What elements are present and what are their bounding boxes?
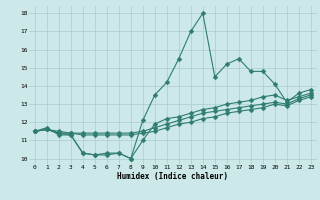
X-axis label: Humidex (Indice chaleur): Humidex (Indice chaleur) <box>117 172 228 181</box>
